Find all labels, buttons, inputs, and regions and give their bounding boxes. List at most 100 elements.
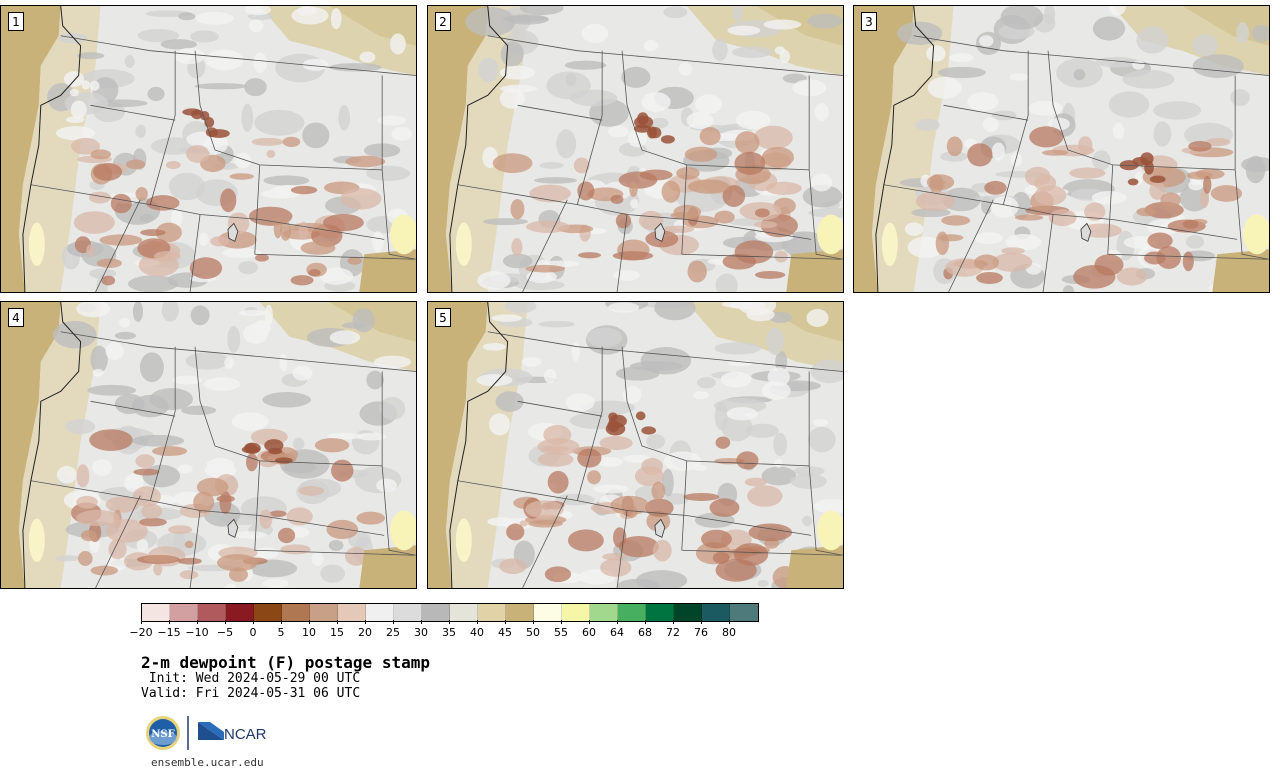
dry-dewpoint-patch bbox=[1182, 219, 1199, 229]
state-border bbox=[621, 50, 810, 171]
state-border bbox=[913, 35, 1269, 76]
southeast-humid-patch bbox=[817, 510, 843, 551]
light-dewpoint-patch bbox=[279, 353, 288, 372]
light-dewpoint-patch bbox=[774, 46, 786, 55]
southeast-humid-patch bbox=[817, 214, 843, 255]
dry-dewpoint-patch bbox=[492, 153, 533, 173]
gray-dewpoint-patch bbox=[379, 396, 406, 421]
dry-dewpoint-patch bbox=[1210, 185, 1243, 202]
dry-dewpoint-patch bbox=[155, 222, 182, 243]
dry-dewpoint-patch bbox=[610, 194, 624, 204]
state-border bbox=[517, 104, 603, 121]
dry-dewpoint-patch bbox=[259, 509, 273, 529]
southeast-humid-patch bbox=[390, 510, 416, 551]
dry-dewpoint-patch bbox=[1136, 207, 1156, 217]
state-border bbox=[457, 480, 812, 536]
light-dewpoint-patch bbox=[813, 498, 843, 514]
dry-dewpoint-patch bbox=[747, 485, 783, 507]
dry-dewpoint-patch bbox=[179, 570, 199, 580]
gray-dewpoint-patch bbox=[283, 461, 317, 474]
colorbar-tick-label: −10 bbox=[185, 626, 209, 639]
pacific-ocean bbox=[854, 6, 914, 292]
dry-dewpoint-patch bbox=[735, 131, 760, 154]
state-border bbox=[95, 199, 141, 292]
gray-dewpoint-patch bbox=[556, 129, 577, 159]
dry-dewpoint-patch bbox=[78, 551, 93, 566]
dry-dewpoint-patch bbox=[537, 452, 574, 467]
light-dewpoint-patch bbox=[1108, 6, 1126, 16]
gray-dewpoint-patch bbox=[1185, 235, 1205, 249]
colorbar-swatch bbox=[562, 604, 590, 621]
very-dry-patch bbox=[1149, 175, 1166, 183]
state-border bbox=[681, 253, 842, 260]
light-dewpoint-patch bbox=[225, 583, 237, 588]
state-border bbox=[30, 480, 385, 536]
gray-dewpoint-patch bbox=[139, 352, 164, 383]
light-dewpoint-patch bbox=[926, 45, 946, 62]
southeast-moist-region bbox=[786, 545, 843, 588]
dry-dewpoint-patch bbox=[101, 275, 116, 286]
light-dewpoint-patch bbox=[390, 33, 406, 55]
light-dewpoint-patch bbox=[623, 454, 651, 463]
colorbar-tick bbox=[477, 620, 478, 624]
light-dewpoint-patch bbox=[372, 231, 384, 253]
gray-dewpoint-patch bbox=[538, 320, 575, 328]
light-dewpoint-patch bbox=[81, 80, 90, 90]
gray-dewpoint-patch bbox=[940, 151, 968, 162]
light-dewpoint-patch bbox=[92, 459, 112, 476]
gray-dewpoint-patch bbox=[715, 273, 738, 292]
gray-dewpoint-patch bbox=[586, 327, 623, 348]
pacific-ocean bbox=[428, 302, 488, 588]
light-dewpoint-patch bbox=[1027, 100, 1063, 116]
light-dewpoint-patch bbox=[686, 111, 714, 130]
light-dewpoint-patch bbox=[521, 356, 542, 367]
dry-dewpoint-patch bbox=[976, 271, 1003, 285]
light-dewpoint-patch bbox=[376, 115, 407, 126]
dry-dewpoint-patch bbox=[1188, 140, 1212, 152]
colorbar-swatch bbox=[478, 604, 506, 621]
dry-dewpoint-patch bbox=[266, 150, 276, 158]
pacific-ocean bbox=[1, 302, 61, 588]
light-dewpoint-patch bbox=[238, 309, 267, 316]
gray-dewpoint-patch bbox=[76, 52, 105, 60]
dry-dewpoint-patch bbox=[629, 181, 638, 197]
dry-dewpoint-patch bbox=[76, 464, 90, 488]
dry-dewpoint-patch bbox=[273, 217, 282, 239]
dry-dewpoint-patch bbox=[88, 191, 111, 204]
light-dewpoint-patch bbox=[292, 365, 313, 381]
init-time: Init: Wed 2024-05-29 00 UTC bbox=[141, 671, 361, 686]
dry-dewpoint-patch bbox=[196, 477, 229, 497]
dry-dewpoint-patch bbox=[915, 191, 955, 212]
light-dewpoint-patch bbox=[643, 39, 659, 52]
colorbar-tick bbox=[617, 620, 618, 624]
gray-dewpoint-patch bbox=[650, 117, 669, 129]
gray-dewpoint-patch bbox=[320, 564, 346, 583]
dry-dewpoint-patch bbox=[935, 231, 950, 256]
colorbar-swatch bbox=[310, 604, 338, 621]
coastline bbox=[449, 302, 509, 588]
colorbar-tick-label: 72 bbox=[666, 626, 680, 639]
light-dewpoint-patch bbox=[767, 367, 790, 387]
gray-dewpoint-patch bbox=[732, 6, 743, 22]
light-dewpoint-patch bbox=[1009, 73, 1030, 81]
ncar-logo-text: NCAR bbox=[224, 726, 267, 743]
gray-dewpoint-patch bbox=[500, 41, 524, 67]
dry-dewpoint-patch bbox=[1144, 251, 1166, 265]
great-salt-lake bbox=[654, 222, 666, 242]
dry-dewpoint-patch bbox=[1042, 149, 1069, 156]
very-dry-patch bbox=[641, 426, 657, 435]
gray-dewpoint-patch bbox=[241, 103, 254, 133]
gray-dewpoint-patch bbox=[1241, 156, 1269, 173]
gray-dewpoint-patch bbox=[1136, 26, 1169, 54]
colorbar-tick-label: −15 bbox=[157, 626, 181, 639]
dry-dewpoint-patch bbox=[1014, 214, 1044, 221]
light-dewpoint-patch bbox=[774, 458, 783, 468]
light-dewpoint-patch bbox=[234, 152, 252, 169]
pacific-ocean bbox=[428, 6, 488, 292]
dry-dewpoint-patch bbox=[184, 540, 194, 549]
dry-dewpoint-patch bbox=[290, 275, 314, 286]
state-border bbox=[517, 400, 603, 417]
gray-dewpoint-patch bbox=[238, 261, 259, 275]
figure-title: 2-m dewpoint (F) postage stamp bbox=[141, 653, 430, 672]
state-border bbox=[681, 549, 842, 556]
